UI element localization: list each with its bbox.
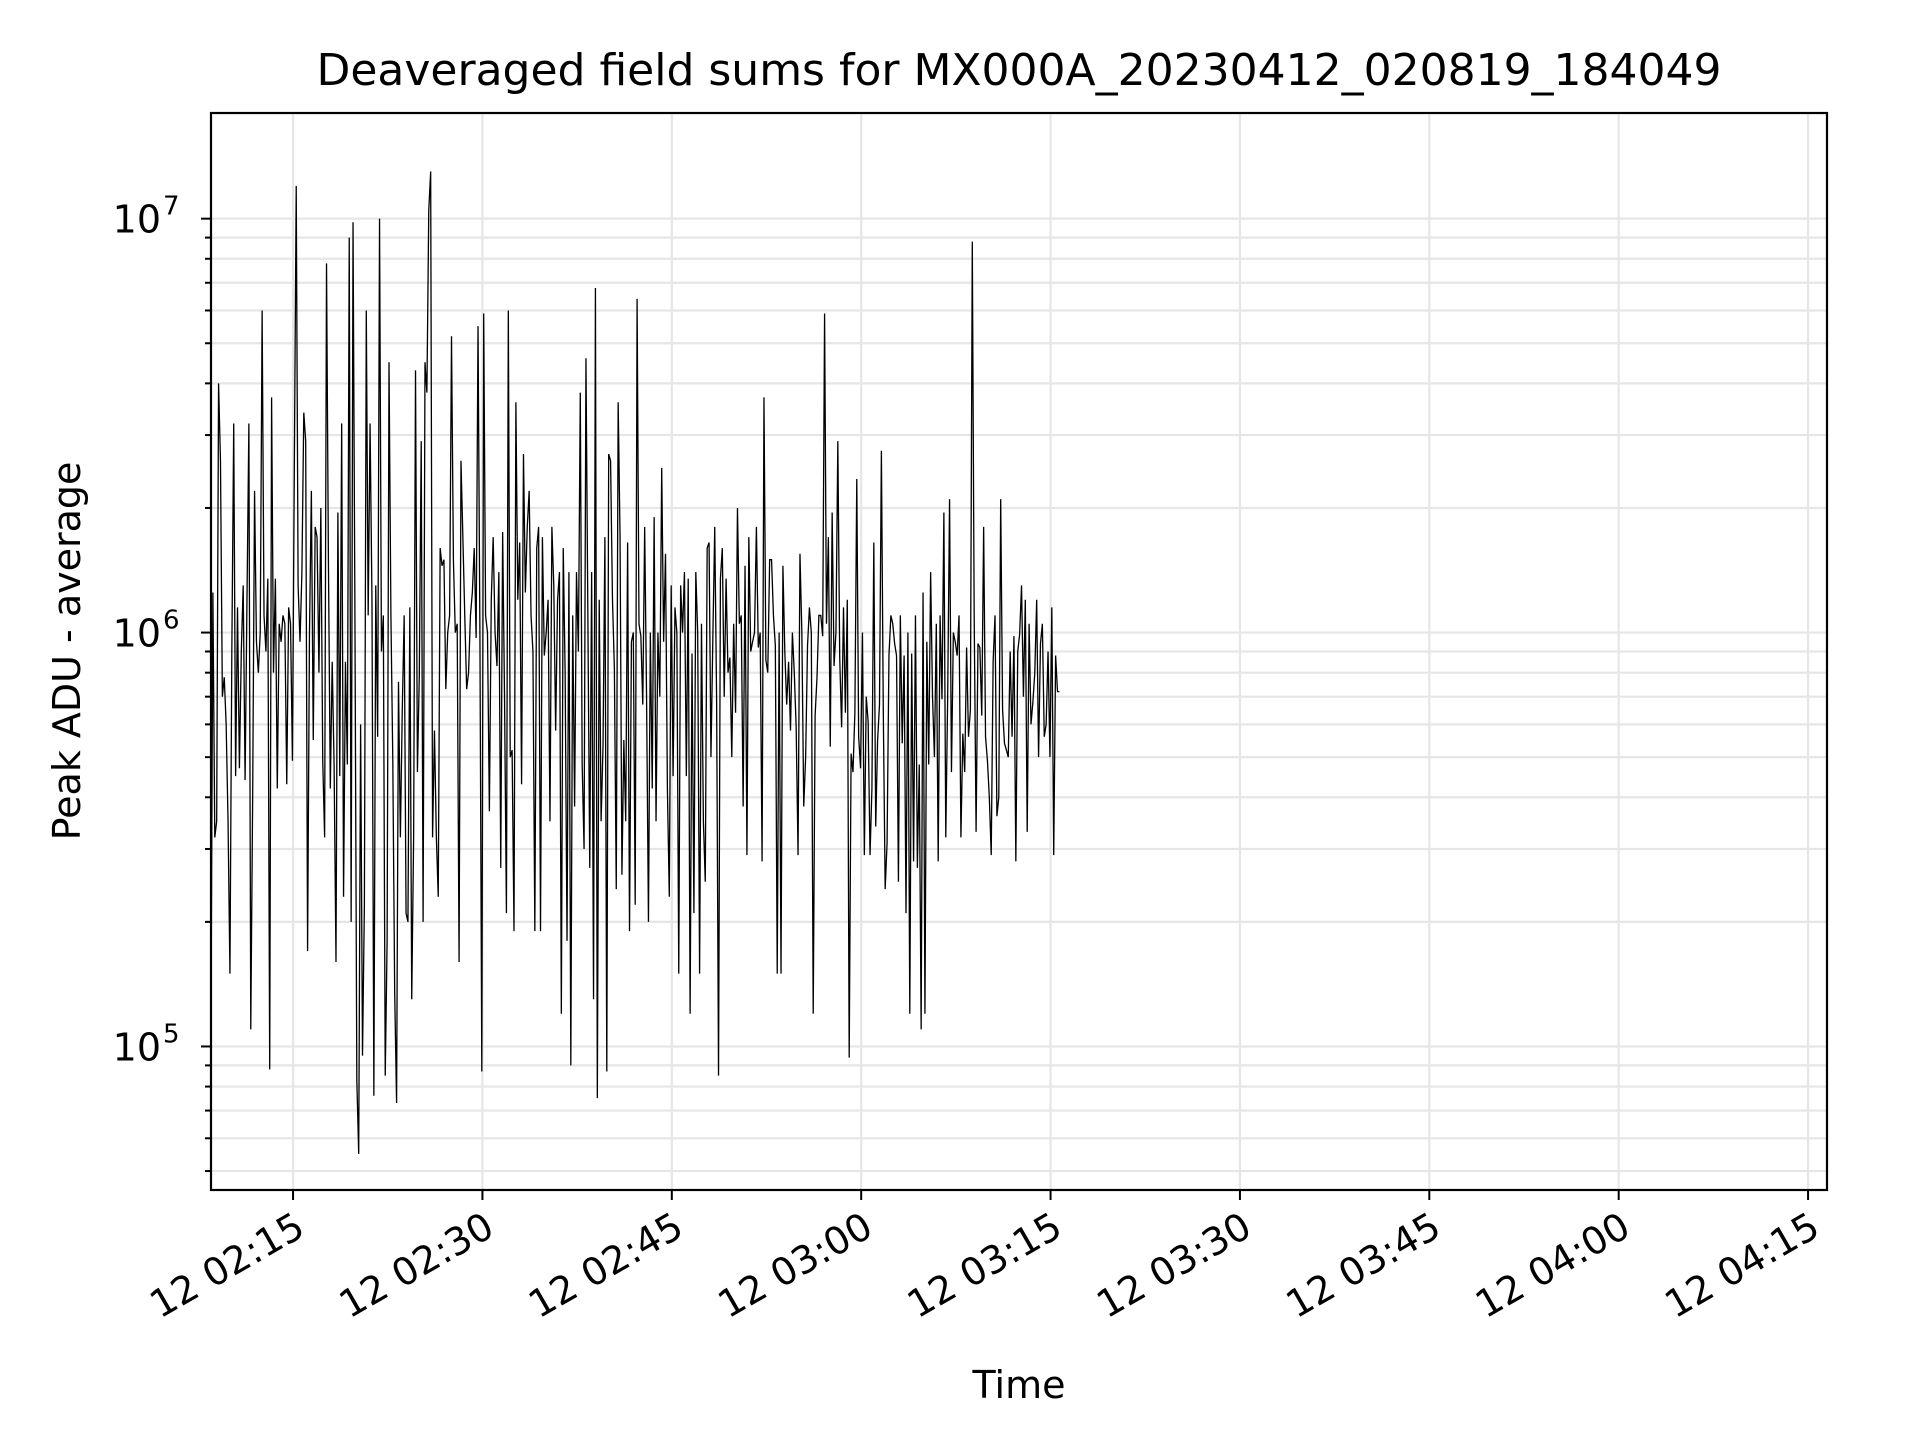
y-tick-exponent: 6 xyxy=(163,606,180,636)
y-tick-label: 10 xyxy=(113,612,161,656)
y-tick-label: 10 xyxy=(113,1025,161,1069)
series-line xyxy=(210,171,1060,1154)
y-tick-exponent: 7 xyxy=(163,192,180,222)
y-tick-exponent: 5 xyxy=(163,1019,180,1049)
x-axis-label: Time xyxy=(972,1363,1066,1407)
y-axis-label: Peak ADU - average xyxy=(45,462,89,841)
y-tick-label: 10 xyxy=(113,198,161,242)
chart-title: Deaveraged field sums for MX000A_2023041… xyxy=(316,45,1721,96)
